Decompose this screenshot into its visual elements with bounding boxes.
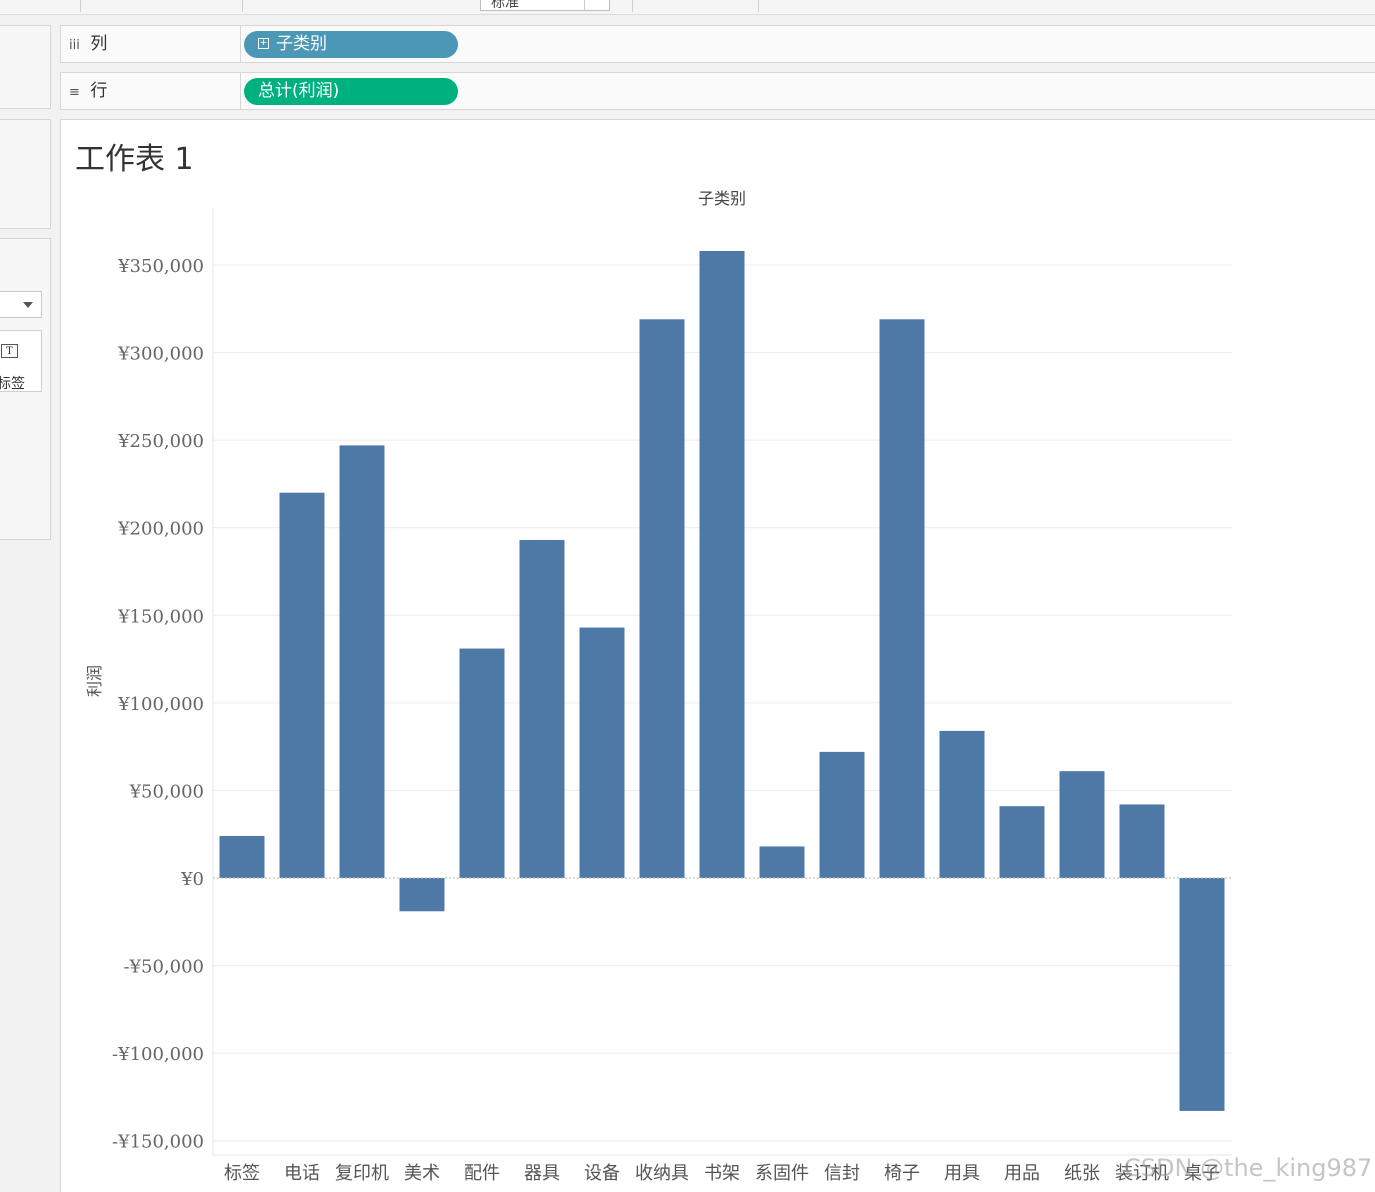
subcategory-pill[interactable]: + 子类别 xyxy=(244,31,458,58)
chevron-down-icon[interactable] xyxy=(23,302,33,308)
x-tick-label: 美术 xyxy=(404,1163,440,1184)
x-tick-label: 书架 xyxy=(704,1163,740,1184)
bar xyxy=(399,878,445,912)
y-tick-label: -¥150,000 xyxy=(112,1132,204,1153)
bar xyxy=(519,539,565,878)
x-tick-label: 器具 xyxy=(524,1163,560,1184)
y-axis-label: 利润 xyxy=(85,665,104,697)
x-tick-label: 椅子 xyxy=(884,1163,920,1184)
rows-shelf[interactable]: ≡ 行 总计(利润) xyxy=(60,72,1375,110)
columns-shelf-label: iii 列 xyxy=(61,26,241,62)
filters-panel xyxy=(0,119,51,229)
x-tick-label: 用具 xyxy=(944,1163,980,1184)
bar xyxy=(1179,878,1225,1111)
toolbar-separator xyxy=(758,0,759,12)
bar xyxy=(1059,771,1105,878)
mark-type-dropdown[interactable] xyxy=(0,291,42,318)
bar xyxy=(639,319,685,878)
y-tick-label: -¥100,000 xyxy=(112,1044,204,1065)
x-tick-label: 信封 xyxy=(824,1163,860,1184)
label-button[interactable]: T 标签 xyxy=(0,330,42,392)
bar xyxy=(279,492,325,878)
y-tick-label: ¥100,000 xyxy=(117,694,204,715)
x-tick-label: 用品 xyxy=(1004,1163,1040,1184)
bar xyxy=(339,445,385,878)
chevron-down-icon[interactable] xyxy=(584,0,609,10)
x-tick-label: 装订机 xyxy=(1115,1163,1169,1184)
pages-panel xyxy=(0,25,51,109)
x-tick-label: 纸张 xyxy=(1064,1163,1100,1184)
x-tick-label: 系固件 xyxy=(755,1163,809,1184)
y-tick-label: ¥0 xyxy=(180,869,204,890)
y-tick-label: ¥50,000 xyxy=(129,781,204,802)
bar xyxy=(759,846,805,878)
bar xyxy=(579,627,625,878)
bar xyxy=(999,806,1045,878)
toolbar-separator xyxy=(632,0,633,12)
y-tick-label: ¥250,000 xyxy=(117,431,204,452)
label-button-text: 标签 xyxy=(0,376,25,392)
x-tick-label: 桌子 xyxy=(1184,1163,1220,1184)
y-tick-label: ¥350,000 xyxy=(117,256,204,277)
y-tick-label: ¥300,000 xyxy=(117,344,204,365)
bar xyxy=(879,319,925,878)
y-tick-label: ¥150,000 xyxy=(117,606,204,627)
y-tick-label: ¥200,000 xyxy=(117,519,204,540)
x-tick-label: 标签 xyxy=(224,1163,260,1184)
x-tick-label: 收纳具 xyxy=(635,1163,689,1184)
text-label-icon: T xyxy=(1,344,18,358)
bar xyxy=(459,648,505,878)
bar xyxy=(819,751,865,878)
bar xyxy=(939,730,985,878)
x-tick-label: 设备 xyxy=(584,1163,620,1184)
columns-shelf[interactable]: iii 列 + 子类别 xyxy=(60,25,1375,63)
watermark: CSDN @the_king987 xyxy=(1124,1154,1373,1182)
profit-sum-pill[interactable]: 总计(利润) xyxy=(244,78,458,105)
rows-shelf-label: ≡ 行 xyxy=(61,73,241,109)
bar xyxy=(219,835,265,878)
x-tick-label: 配件 xyxy=(464,1163,500,1184)
chart-title: 子类别 xyxy=(698,189,746,208)
bar xyxy=(699,250,745,878)
format-dropdown[interactable]: 标准 xyxy=(480,0,610,11)
y-tick-label: -¥50,000 xyxy=(123,957,204,978)
toolbar-separator xyxy=(80,0,81,12)
x-tick-label: 复印机 xyxy=(335,1163,389,1184)
bar xyxy=(1119,804,1165,878)
sheet-title: 工作表 1 xyxy=(75,142,194,177)
toolbar: 标准 xyxy=(0,0,1375,15)
x-tick-label: 电话 xyxy=(284,1163,320,1184)
rows-icon: ≡ xyxy=(69,85,80,100)
format-dropdown-value: 标准 xyxy=(491,0,519,11)
columns-icon: iii xyxy=(69,38,80,53)
expand-icon[interactable]: + xyxy=(258,37,269,49)
toolbar-separator xyxy=(242,0,243,12)
